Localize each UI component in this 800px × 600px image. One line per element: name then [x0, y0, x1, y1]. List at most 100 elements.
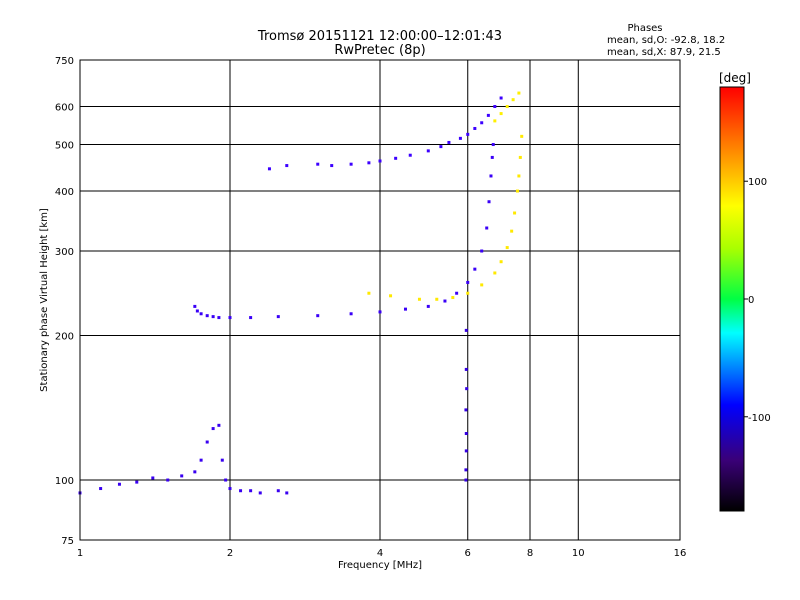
data-point — [493, 105, 497, 109]
data-point — [447, 140, 451, 144]
data-point — [439, 145, 443, 149]
data-point — [480, 121, 484, 125]
data-point — [394, 156, 398, 160]
data-point — [151, 476, 155, 480]
data-point — [135, 480, 139, 484]
data-point — [117, 482, 121, 486]
data-point — [389, 294, 393, 298]
x-tick-label: 2 — [227, 548, 233, 559]
data-point — [520, 134, 524, 138]
data-point — [220, 458, 224, 462]
colorbar — [719, 86, 745, 512]
data-point — [180, 474, 184, 478]
data-point — [378, 310, 382, 314]
data-point — [349, 162, 353, 166]
data-point — [505, 105, 509, 109]
data-point — [515, 189, 519, 193]
x-tick-label: 10 — [572, 548, 585, 559]
data-point — [193, 304, 197, 308]
stats-line-x: mean, sd,X: 87.9, 21.5 — [607, 47, 721, 58]
data-point — [518, 155, 522, 159]
data-point — [464, 408, 468, 412]
y-tick-label: 500 — [55, 141, 74, 152]
data-point — [486, 113, 490, 117]
data-point — [330, 164, 334, 168]
data-point — [316, 314, 320, 318]
data-point — [464, 328, 468, 332]
data-point — [249, 316, 253, 320]
y-tick-label: 300 — [55, 247, 74, 258]
data-point — [267, 167, 271, 171]
data-point — [466, 291, 470, 295]
grid-lines — [80, 60, 680, 540]
colorbar-ticks: 100 0 -100 — [744, 177, 771, 424]
data-point — [205, 314, 209, 318]
data-point — [403, 307, 407, 311]
data-point — [505, 246, 509, 250]
data-point — [464, 468, 468, 472]
x-tick-label: 8 — [527, 548, 533, 559]
data-point — [499, 112, 503, 116]
data-point — [408, 153, 412, 157]
x-tick-label: 4 — [377, 548, 383, 559]
data-point — [99, 487, 103, 491]
chart-title: Tromsø 20151121 12:00:00–12:01:43 — [257, 29, 502, 44]
data-point — [485, 226, 489, 230]
data-point — [199, 312, 203, 316]
colorbar-tick-label: 0 — [748, 295, 754, 306]
data-point — [466, 132, 470, 136]
data-point — [205, 440, 209, 444]
data-point — [435, 297, 439, 301]
data-point — [367, 291, 371, 295]
data-point — [473, 267, 477, 271]
data-point — [464, 432, 468, 436]
data-point — [493, 119, 497, 123]
data-point — [464, 449, 468, 453]
data-point — [480, 283, 484, 287]
data-point — [487, 200, 491, 204]
plot-frame — [79, 59, 681, 541]
data-point — [349, 312, 353, 316]
data-point — [228, 487, 232, 491]
y-tick-label: 400 — [55, 187, 74, 198]
data-point — [458, 136, 462, 140]
x-tick-label: 6 — [465, 548, 471, 559]
data-point — [513, 211, 517, 215]
data-point — [426, 149, 430, 153]
data-point — [249, 489, 253, 493]
data-point — [480, 249, 484, 253]
data-point — [510, 229, 514, 233]
y-tick-label: 600 — [55, 103, 74, 114]
data-point — [367, 161, 371, 165]
data-point — [499, 260, 503, 264]
axis-ticks: 1 2 4 6 8 10 16 75 100 200 300 400 500 600 750 — [55, 56, 686, 559]
data-point — [276, 489, 280, 493]
data-point — [491, 143, 495, 147]
data-point — [465, 387, 469, 391]
data-point — [489, 174, 493, 178]
data-point — [166, 478, 170, 482]
y-tick-label: 75 — [61, 536, 74, 547]
data-point — [426, 304, 430, 308]
stats-line-o: mean, sd,O: -92.8, 18.2 — [607, 35, 725, 46]
data-point — [511, 98, 515, 102]
stats-title: Phases — [627, 23, 662, 34]
data-point — [451, 296, 455, 300]
data-point — [417, 297, 421, 301]
data-point — [224, 478, 228, 482]
data-point — [466, 280, 470, 284]
data-point — [211, 427, 215, 431]
data-point — [276, 315, 280, 319]
data-point — [517, 174, 521, 178]
data-point — [217, 316, 221, 320]
data-point — [199, 458, 203, 462]
colorbar-tick-label: 100 — [748, 177, 767, 188]
data-point — [490, 155, 494, 159]
x-tick-label: 1 — [77, 548, 83, 559]
data-point — [285, 164, 289, 168]
data-point — [195, 309, 199, 313]
colorbar-unit: [deg] — [719, 71, 751, 85]
data-point — [316, 162, 320, 166]
data-point — [258, 491, 262, 495]
x-tick-label: 16 — [674, 548, 687, 559]
